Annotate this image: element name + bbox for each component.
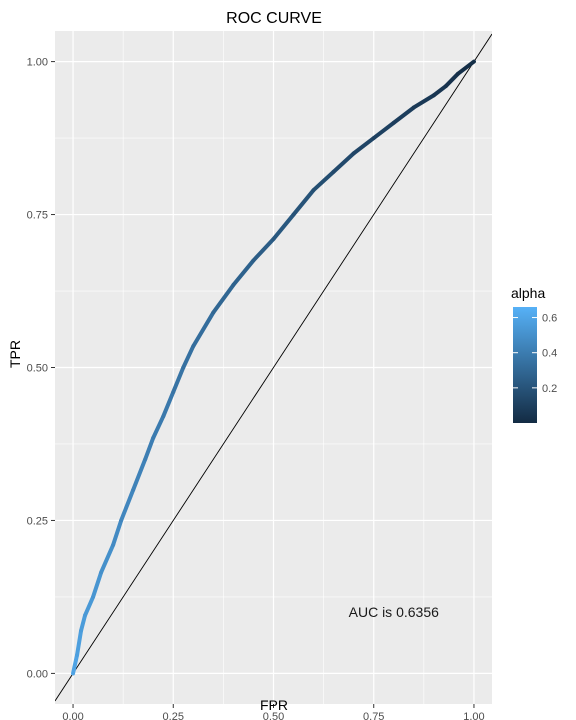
roc-curve-segment	[271, 212, 296, 242]
roc-curve-segment	[79, 613, 88, 633]
legend-tick-label: 0.4	[542, 348, 557, 360]
roc-curve-segment	[251, 237, 276, 263]
roc-curve-segment	[351, 136, 376, 156]
roc-curve-segment	[71, 653, 80, 676]
legend-tick-label: 0.2	[542, 383, 557, 395]
y-tick-label: 0.25	[27, 515, 48, 527]
x-axis-label: FPR	[260, 697, 288, 713]
roc-curve-segment	[131, 457, 148, 492]
y-tick-label: 0.75	[27, 210, 48, 222]
reference-line-layer	[55, 33, 492, 702]
roc-curve-segment	[161, 389, 176, 419]
roc-curve-segment	[83, 594, 96, 618]
roc-curve-segment	[143, 435, 156, 462]
roc-curve-segment	[99, 542, 116, 575]
legend-tick-label: 0.6	[542, 313, 557, 325]
y-tick-label: 0.00	[27, 668, 48, 680]
legend-ticks: 0.2 0.4 0.6	[513, 313, 557, 395]
legend-title: alpha	[511, 285, 545, 301]
roc-curve-segment	[151, 414, 166, 440]
roc-curve-segment	[191, 310, 216, 349]
x-tick-label: 1.00	[463, 711, 484, 720]
roc-curve-segment	[111, 518, 124, 547]
x-tick-label: 0.00	[62, 711, 83, 720]
x-axis-ticks: 0.00 0.25 0.50 0.75 1.00	[62, 704, 485, 720]
legend: alpha 0.2 0.4 0.6	[511, 285, 557, 423]
auc-annotation: AUC is 0.6356	[349, 604, 439, 620]
roc-curve-segment	[211, 282, 236, 315]
roc-curve-segment	[91, 570, 104, 599]
roc-curve-segment	[181, 344, 196, 370]
roc-curve-segment	[371, 120, 396, 141]
y-tick-label: 0.50	[27, 363, 48, 375]
roc-curve-segment	[391, 105, 416, 125]
roc-curve-segment	[291, 188, 316, 217]
roc-curve-segment	[119, 487, 136, 523]
roc-curve-segment	[455, 59, 476, 76]
legend-colorbar	[513, 307, 537, 423]
y-axis-label: TPR	[7, 340, 23, 368]
roc-curve-segment	[75, 628, 84, 658]
roc-curve-segment	[171, 365, 186, 394]
y-axis-ticks: 0.00 0.25 0.50 0.75 1.00	[27, 57, 55, 680]
roc-curve-segment	[331, 151, 356, 174]
roc-curve-segment	[231, 258, 256, 287]
roc-curve-layer	[71, 59, 476, 676]
roc-curve-segment	[431, 84, 448, 98]
chart-title: ROC CURVE	[226, 10, 322, 27]
roc-curve-segment	[443, 71, 460, 89]
roc-curve-segment	[311, 169, 336, 193]
y-tick-label: 1.00	[27, 57, 48, 69]
x-tick-label: 0.25	[163, 711, 184, 720]
diagonal-reference-line	[55, 33, 492, 702]
roc-curve-segment	[411, 93, 436, 110]
x-tick-label: 0.75	[363, 711, 384, 720]
x-tick-label: 0.50	[263, 711, 284, 720]
